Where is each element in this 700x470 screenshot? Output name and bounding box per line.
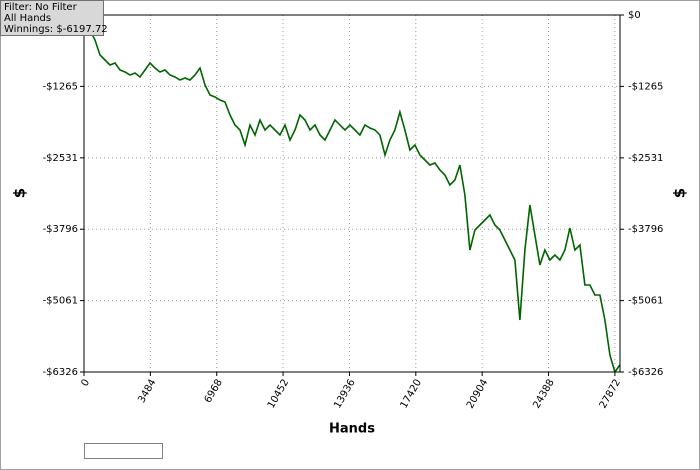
y2-tick-label: $0 [628, 10, 641, 21]
y-tick-label: -$5061 [43, 296, 78, 307]
y2-tick-label: -$5061 [628, 296, 663, 307]
info-text: Winnings: $-6197.72 [4, 24, 108, 35]
line [83, 14, 621, 374]
plot-border [83, 14, 621, 373]
legend [84, 443, 163, 459]
series [83, 14, 621, 374]
y2-tick-label: -$1265 [628, 81, 663, 92]
y2-tick-label: -$6326 [628, 367, 663, 378]
y-tick-label: -$3796 [43, 224, 78, 235]
x-axis-title: Hands [329, 422, 375, 437]
x-tick-label: 0 [79, 378, 92, 389]
plot-area [84, 15, 620, 372]
y-tick-label: -$2531 [43, 153, 78, 164]
y-tick-label: -$6326 [43, 367, 78, 378]
y-axis-title: $ [11, 188, 29, 198]
info-box [0, 0, 104, 36]
y2-tick-label: -$3796 [628, 224, 663, 235]
y2-tick-label: -$2531 [628, 153, 663, 164]
info-text: All Hands [4, 13, 51, 24]
info-text: Filter: No Filter [4, 2, 78, 13]
y2-axis-title: $ [671, 188, 689, 198]
y-tick-label: -$1265 [43, 81, 78, 92]
